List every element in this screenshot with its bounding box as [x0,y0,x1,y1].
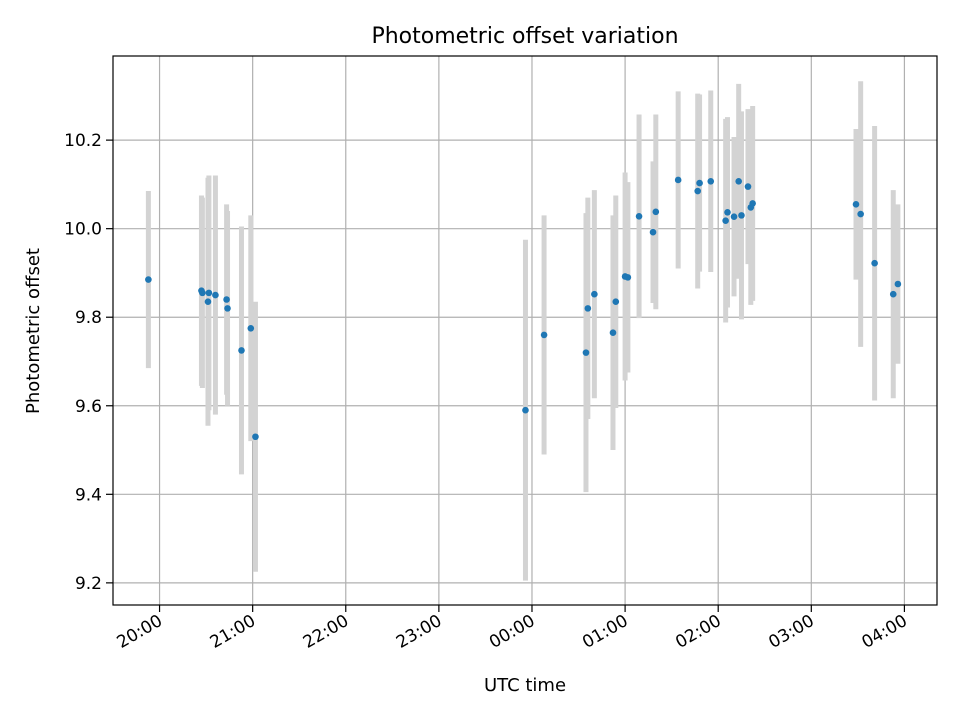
data-point [889,290,897,298]
y-axis-label: Photometric offset [23,248,44,414]
data-point [584,305,592,312]
data-point [722,217,729,224]
data-point [224,305,231,312]
data-point [609,329,617,337]
y-tick-label: 10.0 [64,220,102,240]
plot-frame [112,55,938,606]
chart-title: Photometric offset variation [371,24,678,49]
x-axis-label: UTC time [484,675,566,696]
data-point [238,347,245,354]
y-tick-label: 9.4 [75,485,102,505]
data-point [894,280,902,288]
data-point [635,212,643,220]
data-point [540,331,548,339]
data-point [145,276,152,283]
data-point [724,208,731,216]
data-point [624,274,632,281]
data-point [247,324,255,332]
data-point [252,433,259,441]
data-point [857,210,864,218]
data-point [707,177,715,185]
data-point [749,200,756,207]
data-point [582,349,590,356]
data-point [871,259,878,267]
data-point [591,290,598,298]
data-point [694,187,702,195]
data-point [735,177,742,185]
data-point [852,201,860,208]
data-points [145,176,902,441]
y-tick-label: 10.2 [64,131,102,151]
y-tick-label: 9.8 [75,308,102,328]
data-point [199,289,206,297]
y-tick-label: 9.6 [75,397,102,417]
data-point [223,296,230,303]
data-point [522,406,529,414]
data-point [652,208,660,216]
data-point [205,289,213,297]
data-point [744,183,752,190]
data-point [649,228,657,236]
data-point [738,212,745,219]
data-point [674,176,682,184]
data-point [730,213,738,221]
data-point [204,298,212,306]
y-tick-label: 9.2 [75,574,102,594]
data-point [212,291,219,299]
y-axis-ticks: 9.2 9.4 9.6 9.8 10.0 10.2 [64,131,113,594]
data-point [696,179,703,187]
data-point [612,298,620,306]
